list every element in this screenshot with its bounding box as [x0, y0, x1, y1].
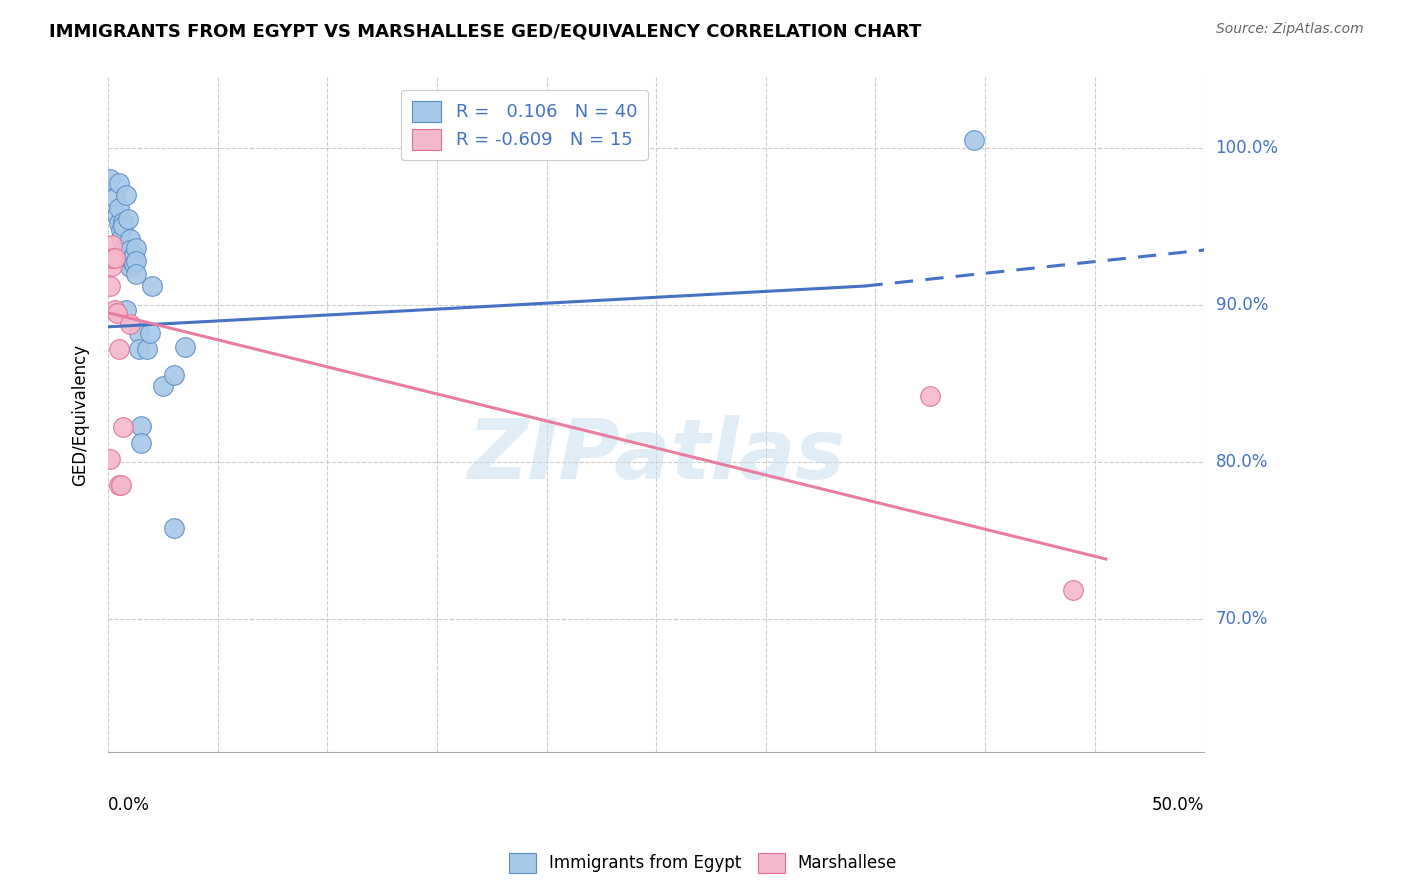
Point [138, 326, 160, 340]
Point [103, 251, 125, 265]
Point [1062, 583, 1084, 598]
Point [110, 478, 132, 492]
Text: 90.0%: 90.0% [1216, 296, 1268, 314]
Point [114, 302, 136, 317]
Point [98, 451, 121, 466]
Point [114, 188, 136, 202]
Point [125, 254, 148, 268]
Point [118, 260, 141, 275]
Point [101, 238, 124, 252]
Point [129, 436, 152, 450]
Text: 80.0%: 80.0% [1216, 453, 1268, 471]
Point [112, 243, 135, 257]
Point [110, 232, 132, 246]
Text: 50.0%: 50.0% [1152, 796, 1205, 814]
Point [125, 267, 148, 281]
Point [114, 248, 136, 262]
Point [103, 302, 125, 317]
Text: IMMIGRANTS FROM EGYPT VS MARSHALLESE GED/EQUIVALENCY CORRELATION CHART: IMMIGRANTS FROM EGYPT VS MARSHALLESE GED… [49, 22, 921, 40]
Point [121, 254, 143, 268]
Point [98, 172, 121, 186]
Point [117, 251, 139, 265]
Text: Source: ZipAtlas.com: Source: ZipAtlas.com [1216, 22, 1364, 37]
Point [920, 389, 942, 403]
Text: ZIPatlas: ZIPatlas [467, 415, 845, 496]
Legend: Immigrants from Egypt, Marshallese: Immigrants from Egypt, Marshallese [502, 847, 904, 880]
Point [108, 478, 131, 492]
Point [173, 340, 195, 354]
Point [117, 243, 139, 257]
Point [118, 243, 141, 257]
Point [105, 306, 128, 320]
Point [128, 342, 150, 356]
Point [124, 248, 146, 262]
Text: 70.0%: 70.0% [1216, 609, 1268, 628]
Point [117, 254, 139, 268]
Y-axis label: GED/Equivalency: GED/Equivalency [72, 343, 89, 486]
Point [112, 215, 135, 229]
Point [136, 342, 159, 356]
Point [108, 201, 131, 215]
Point [129, 418, 152, 433]
Point [163, 520, 186, 534]
Point [121, 251, 143, 265]
Point [110, 222, 132, 236]
Point [101, 251, 124, 265]
Point [118, 232, 141, 246]
Text: 100.0%: 100.0% [1216, 139, 1278, 157]
Point [108, 216, 131, 230]
Point [108, 176, 131, 190]
Point [108, 342, 131, 356]
Point [163, 368, 186, 383]
Point [112, 219, 135, 234]
Point [101, 259, 124, 273]
Point [105, 209, 128, 223]
Point [125, 241, 148, 255]
Point [98, 279, 121, 293]
Point [141, 279, 163, 293]
Point [118, 317, 141, 331]
Point [963, 133, 986, 147]
Point [152, 379, 174, 393]
Legend: R =   0.106   N = 40, R = -0.609   N = 15: R = 0.106 N = 40, R = -0.609 N = 15 [401, 90, 648, 161]
Point [128, 326, 150, 340]
Text: 0.0%: 0.0% [108, 796, 150, 814]
Point [103, 191, 125, 205]
Point [112, 420, 135, 434]
Point [117, 211, 139, 226]
Point [124, 257, 146, 271]
